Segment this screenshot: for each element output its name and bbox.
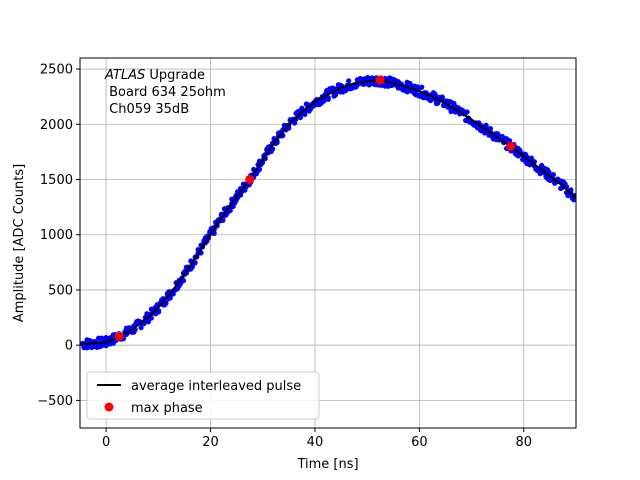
- y-tick-label: 1000: [40, 228, 73, 243]
- max-phase-points: [114, 75, 516, 341]
- max-phase-point-3: [506, 141, 516, 151]
- legend-entry-average: average interleaved pulse: [131, 379, 301, 394]
- x-tick-label: 40: [307, 435, 324, 450]
- scatter-point-645: [550, 172, 556, 178]
- annotation-line-2: Board 634 25ohm: [105, 85, 226, 100]
- x-axis-ticks: 0 20 40 60 80: [102, 428, 532, 450]
- annotation-line-1: ATLAS Upgrade: [104, 68, 205, 83]
- scatter-point-138: [180, 278, 187, 284]
- legend-entry-max-phase: max phase: [131, 401, 203, 416]
- legend-box: [86, 371, 320, 420]
- scatter-point-337: [325, 96, 331, 102]
- scatter-point-203: [227, 207, 233, 214]
- y-tick-label: 2000: [40, 118, 73, 133]
- scatter-point-558: [487, 125, 494, 132]
- scatter-point-365: [346, 78, 352, 84]
- average-interleaved-pulse-line: [80, 79, 576, 346]
- average-pulse-line: [80, 79, 576, 346]
- y-tick-label: −500: [37, 394, 73, 409]
- y-tick-label: 2500: [40, 63, 73, 78]
- x-axis-label: Time [ns]: [296, 457, 358, 472]
- max-phase-point-0: [114, 331, 124, 341]
- legend-marker-icon: [104, 402, 114, 412]
- scatter-point-526: [464, 109, 470, 115]
- y-tick-label: 0: [65, 339, 73, 354]
- y-axis-label: Amplitude [ADC Counts]: [12, 164, 27, 322]
- scatter-point-299: [297, 114, 304, 121]
- scatter-point-115: [163, 300, 169, 306]
- y-tick-label: 1500: [40, 173, 73, 188]
- plot-frame: [79, 57, 577, 429]
- annotation-line-3: Ch059 35dB: [105, 102, 189, 117]
- annotation-upgrade: Upgrade: [145, 68, 205, 83]
- y-tick-label: 500: [48, 283, 73, 298]
- scatter-point-493: [439, 95, 445, 101]
- y-axis-ticks: −500 0 500 1000 1500 2000 2500: [37, 63, 80, 409]
- x-tick-label: 60: [411, 435, 428, 450]
- scatter-point-615: [528, 155, 535, 161]
- scatter-point-553: [483, 122, 489, 128]
- annotation-text: ATLAS Upgrade Board 634 25ohm Ch059 35dB: [104, 68, 226, 117]
- x-tick-label: 0: [102, 435, 110, 450]
- max-phase-point-2: [375, 75, 385, 85]
- x-tick-label: 80: [516, 435, 533, 450]
- scatter-point-81: [138, 325, 144, 331]
- scatter-point-94: [148, 315, 154, 321]
- scatter-point-465: [419, 84, 425, 90]
- x-tick-label: 20: [202, 435, 219, 450]
- max-phase-point-1: [245, 174, 255, 184]
- annotation-atlas: ATLAS: [104, 68, 145, 83]
- scatter-point-121: [167, 295, 173, 301]
- legend: average interleaved pulse max phase: [86, 371, 320, 420]
